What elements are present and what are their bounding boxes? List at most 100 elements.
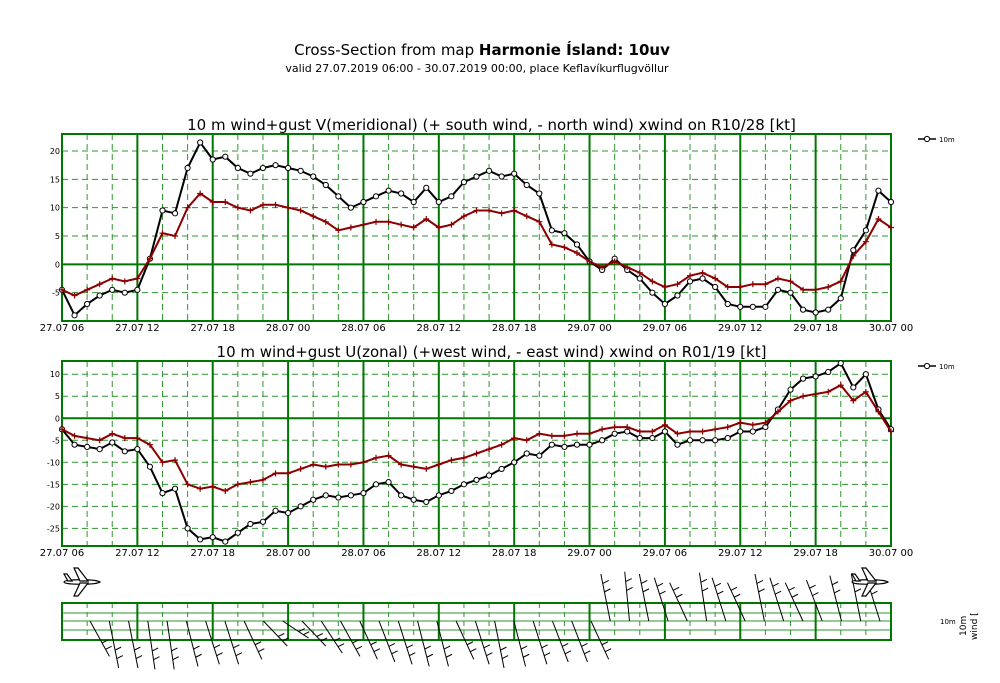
u-wind-point xyxy=(184,525,191,532)
wind-barb-feather xyxy=(320,637,328,642)
u-gust-point xyxy=(611,424,618,431)
u-gust-point xyxy=(825,388,832,395)
u-gust-point xyxy=(247,479,254,486)
wind-barb-feather xyxy=(426,653,434,658)
v-wind-point xyxy=(787,289,794,296)
wind-barb-feather xyxy=(486,652,493,657)
wind-barb-feather xyxy=(561,642,569,647)
v-gust-point xyxy=(410,224,417,231)
u-ytick-label: 5 xyxy=(55,392,60,401)
wind-barb-feather xyxy=(520,645,528,650)
wind-barb-feather xyxy=(541,644,548,649)
u-wind-point xyxy=(686,437,694,444)
u-wind-point xyxy=(146,463,154,470)
u-wind-point xyxy=(699,437,706,444)
u-xtick-label: 29.07 12 xyxy=(718,548,763,559)
u-wind-point xyxy=(84,443,91,450)
v-gust-point xyxy=(423,216,430,222)
wind-barb-feather xyxy=(483,644,491,649)
v-gust-point xyxy=(146,255,153,262)
u-gust-point xyxy=(234,481,241,488)
u-legend-marker xyxy=(923,362,931,370)
v-gust-point xyxy=(548,241,555,248)
u-gust-point xyxy=(712,426,719,433)
u-wind-point xyxy=(297,503,304,510)
u-wind-point xyxy=(372,481,380,488)
v-gust-point xyxy=(435,224,442,231)
v-wind-point xyxy=(398,190,405,197)
wind-barb-staff xyxy=(769,577,785,622)
barb-axis-label-2: wind [ xyxy=(970,612,980,640)
u-title: 10 m wind+gust U(zonal) (+west wind, - e… xyxy=(217,343,767,361)
u-wind-point xyxy=(473,476,480,484)
airplane-right-icon xyxy=(850,567,890,597)
u-wind-point xyxy=(159,490,166,497)
u-gust-point xyxy=(410,463,417,470)
v-wind-point xyxy=(385,187,392,194)
u-wind-point xyxy=(749,428,756,435)
v-gust-point xyxy=(197,190,204,197)
v-gust-point xyxy=(586,258,593,265)
v-gust-point xyxy=(674,281,681,288)
v-wind-point xyxy=(887,198,895,206)
wind-barb-feather xyxy=(701,587,709,592)
wind-barb-feather xyxy=(470,648,477,653)
v-wind-point xyxy=(171,210,179,217)
wind-barb-feather xyxy=(791,593,799,598)
wind-barb-feather xyxy=(500,646,507,651)
v-gust-point xyxy=(611,258,618,265)
wind-barb-staff xyxy=(147,620,156,670)
v-xtick-label: 29.07 12 xyxy=(718,323,763,334)
v-gust-point xyxy=(222,199,229,205)
v-gust-point xyxy=(636,269,643,276)
wind-barb-feather xyxy=(834,589,841,594)
wind-barb-feather xyxy=(352,639,359,644)
u-xtick-label: 28.07 18 xyxy=(492,548,537,559)
wind-barb-feather xyxy=(135,655,143,660)
wind-barb-staff xyxy=(638,573,650,622)
wind-barb-staff xyxy=(805,579,823,622)
wind-barb-feather xyxy=(809,584,816,589)
u-wind-point xyxy=(674,441,681,448)
wind-barb-staff xyxy=(359,620,378,660)
u-wind-point xyxy=(862,371,869,378)
v-gust-point xyxy=(234,204,241,211)
u-gust-point xyxy=(737,419,744,426)
u-gust-point xyxy=(347,461,354,468)
u-gust-point xyxy=(423,465,430,472)
v-gust-point xyxy=(699,269,706,276)
wind-barb-staff xyxy=(829,575,842,622)
u-gust-point xyxy=(146,441,153,448)
v-xtick-label: 29.07 18 xyxy=(793,323,838,334)
v-gust-point xyxy=(297,207,304,214)
u-wind-point xyxy=(272,507,279,514)
wind-barb-feather xyxy=(445,653,453,658)
u-gust-point xyxy=(875,408,882,415)
v-wind-point xyxy=(498,173,505,180)
v-gust-point xyxy=(360,221,367,228)
v-wind-point xyxy=(812,309,819,316)
v-wind-point xyxy=(686,278,694,285)
v-gust-point xyxy=(134,275,141,282)
u-gust-point xyxy=(573,430,580,437)
u-xtick-label: 28.07 12 xyxy=(417,548,462,559)
u-gust-point xyxy=(599,426,606,433)
u-wind-point xyxy=(649,434,656,442)
u-gust-point xyxy=(486,446,493,453)
wind-barb-feather xyxy=(466,641,474,646)
airplane-right-icon-wings xyxy=(861,567,878,597)
wind-barb-staff xyxy=(128,620,139,669)
v-ytick-label: 0 xyxy=(55,260,60,269)
v-wind-point xyxy=(109,286,116,293)
airplane-left-icon-wings xyxy=(73,567,90,597)
u-gust-point xyxy=(774,408,781,415)
v-wind-point xyxy=(209,156,216,163)
v-wind-point xyxy=(875,187,882,194)
v-ytick-label: 5 xyxy=(55,232,60,241)
u-wind-point xyxy=(799,375,807,382)
v-wind-point xyxy=(473,173,480,180)
v-wind-point xyxy=(699,275,706,282)
v-wind-point xyxy=(410,198,417,206)
wind-barb-feather xyxy=(373,648,381,653)
v-gust-point xyxy=(109,275,116,282)
